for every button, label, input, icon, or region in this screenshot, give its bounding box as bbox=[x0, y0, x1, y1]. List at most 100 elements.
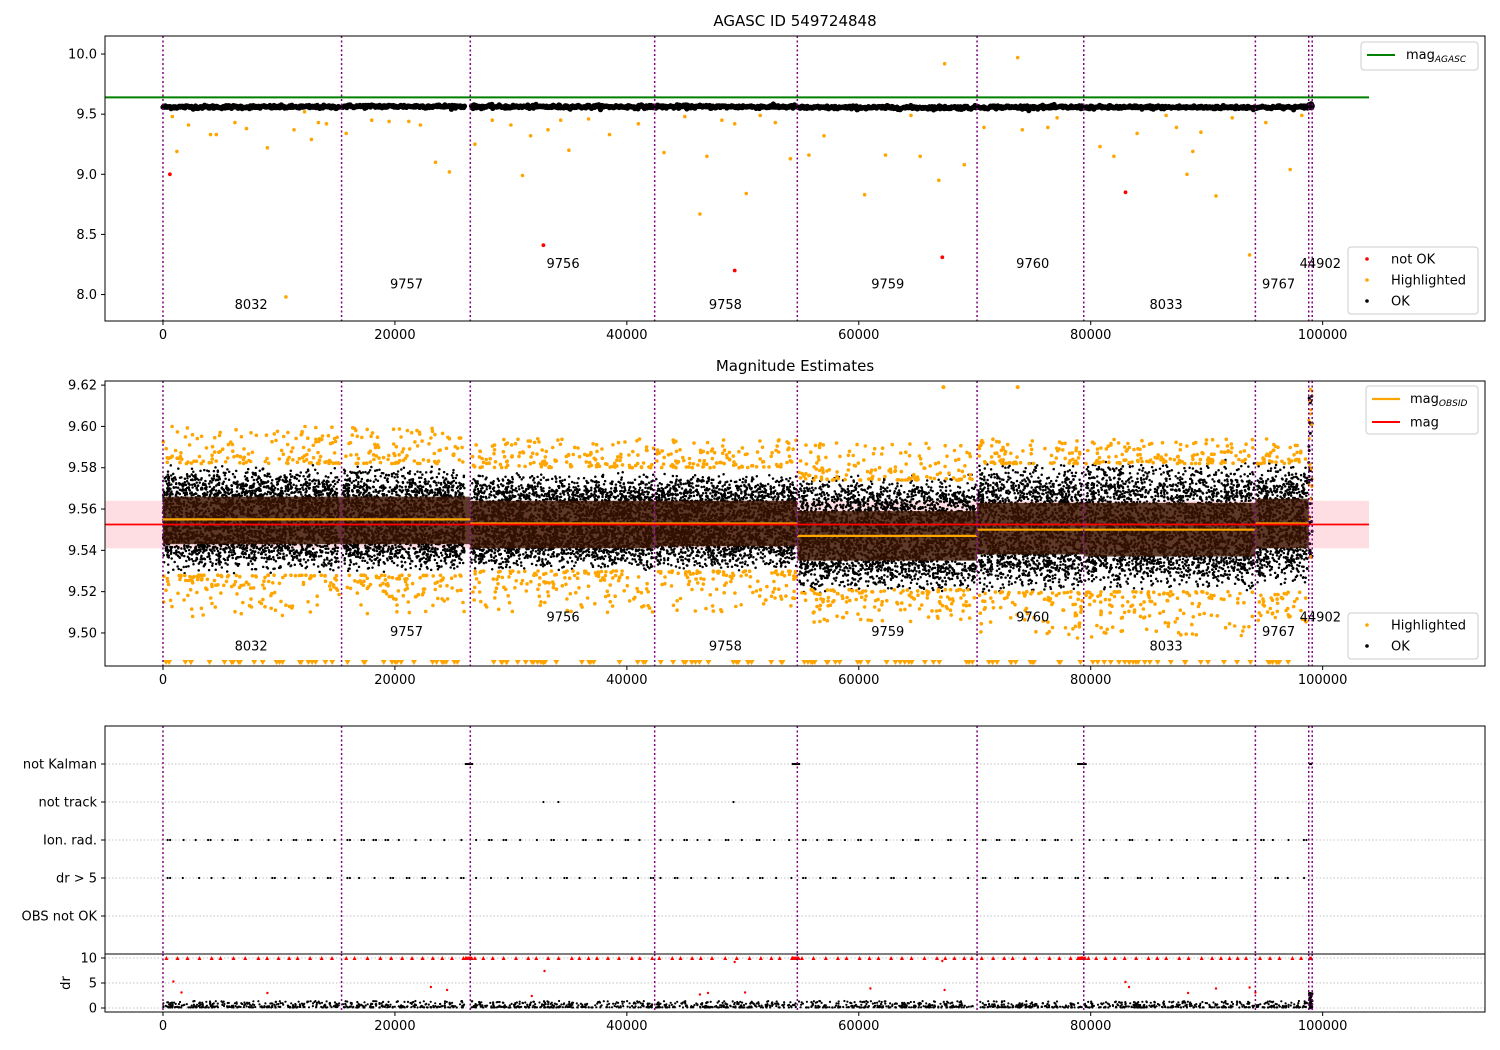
ok-point bbox=[185, 480, 189, 483]
ok-point bbox=[166, 473, 170, 476]
ok-point bbox=[195, 486, 199, 490]
ok-point bbox=[211, 552, 214, 555]
ok-point bbox=[220, 566, 224, 569]
ok-point bbox=[311, 552, 314, 555]
ok-point bbox=[335, 487, 338, 491]
ok-point bbox=[183, 477, 187, 481]
ok-point bbox=[194, 473, 197, 477]
ok-point bbox=[337, 566, 340, 569]
ok-point bbox=[189, 546, 192, 549]
legend-box bbox=[1360, 41, 1479, 71]
ok-point bbox=[333, 556, 337, 559]
ok-point bbox=[394, 546, 398, 549]
ok-point bbox=[294, 490, 297, 493]
ok-point bbox=[299, 550, 303, 554]
highlighted-point bbox=[1191, 149, 1195, 154]
ok-point bbox=[174, 482, 178, 486]
ok-point bbox=[250, 557, 253, 560]
ok-point bbox=[249, 559, 253, 563]
ok-point bbox=[417, 545, 420, 548]
ok-point bbox=[401, 481, 405, 485]
ok-point bbox=[285, 554, 288, 557]
highlighted-point bbox=[1247, 253, 1252, 257]
ok-point bbox=[209, 560, 212, 563]
ok-point bbox=[217, 475, 221, 479]
ok-point bbox=[306, 484, 309, 488]
ok-point bbox=[319, 554, 323, 558]
plot-area bbox=[105, 36, 1370, 321]
ok-point bbox=[426, 488, 429, 492]
ok-point bbox=[197, 569, 200, 572]
ok-point bbox=[298, 559, 302, 563]
ok-point bbox=[215, 546, 219, 550]
ok-point bbox=[328, 484, 332, 487]
ok-point bbox=[333, 549, 337, 553]
ok-point bbox=[162, 490, 166, 493]
ok-point bbox=[316, 544, 319, 547]
ok-point bbox=[324, 547, 328, 550]
ok-point bbox=[263, 546, 267, 550]
ok-point bbox=[393, 476, 396, 479]
ok-point bbox=[199, 548, 202, 551]
highlighted-point bbox=[509, 123, 513, 127]
ok-point bbox=[326, 492, 329, 495]
highlighted-point bbox=[705, 154, 709, 159]
legend-label-not-ok: not OK bbox=[1391, 253, 1436, 268]
ok-point bbox=[211, 562, 214, 565]
ok-point bbox=[295, 488, 299, 492]
ok-point bbox=[200, 488, 203, 491]
ok-point bbox=[203, 491, 206, 495]
ok-point bbox=[256, 480, 260, 484]
ok-point bbox=[262, 485, 266, 489]
legend-label-highlighted: Highlighted bbox=[1391, 274, 1466, 289]
ok-point bbox=[327, 562, 330, 565]
ok-point bbox=[207, 568, 211, 572]
ok-point bbox=[262, 480, 265, 484]
highlighted-point bbox=[1185, 172, 1189, 177]
legend-box bbox=[1347, 246, 1479, 315]
ok-point bbox=[169, 549, 173, 552]
ok-point bbox=[364, 544, 367, 547]
ok-point bbox=[371, 566, 374, 569]
ok-point bbox=[170, 557, 173, 560]
ok-point bbox=[341, 553, 345, 557]
ok-point bbox=[169, 464, 173, 467]
legend-label-mag-agasc: magAGASC bbox=[1406, 48, 1467, 65]
ok-point bbox=[253, 492, 256, 495]
highlighted-point bbox=[418, 123, 423, 127]
ok-point bbox=[212, 477, 216, 480]
highlighted-point bbox=[758, 113, 762, 118]
highlighted-point bbox=[937, 178, 941, 183]
ok-point bbox=[461, 561, 465, 565]
ok-point bbox=[194, 545, 198, 548]
ok-point bbox=[333, 490, 337, 494]
ok-point bbox=[162, 554, 165, 557]
ok-point bbox=[224, 471, 227, 475]
ok-point bbox=[276, 554, 279, 557]
ok-point bbox=[435, 561, 439, 565]
ok-point bbox=[272, 567, 275, 571]
ok-point bbox=[258, 476, 261, 480]
ok-point bbox=[234, 469, 238, 473]
ok-point bbox=[218, 477, 222, 481]
ok-point bbox=[336, 556, 339, 560]
ok-point bbox=[236, 545, 239, 549]
ok-point bbox=[424, 557, 428, 561]
ok-point bbox=[333, 544, 337, 547]
ok-point bbox=[421, 485, 425, 488]
y-tick-label: 8.5 bbox=[76, 228, 97, 243]
ok-point bbox=[199, 549, 202, 553]
ok-point bbox=[355, 562, 358, 565]
ok-point bbox=[201, 483, 205, 486]
ok-point bbox=[317, 555, 321, 558]
ok-point bbox=[295, 477, 299, 480]
ok-point bbox=[253, 550, 256, 554]
y-tick-label: 10.0 bbox=[68, 48, 97, 63]
ok-point bbox=[202, 549, 206, 552]
ok-point bbox=[205, 546, 209, 549]
ok-point bbox=[224, 562, 227, 565]
ok-point bbox=[264, 553, 267, 556]
highlighted-point bbox=[170, 114, 175, 119]
ok-point bbox=[313, 482, 317, 485]
ok-point bbox=[197, 548, 200, 552]
